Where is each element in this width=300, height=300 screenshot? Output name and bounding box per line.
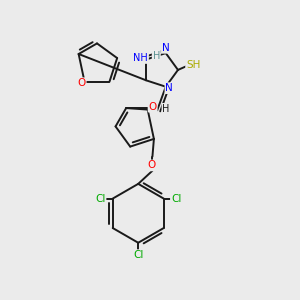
Text: O: O (77, 78, 86, 88)
Text: H: H (162, 104, 170, 114)
Text: Cl: Cl (95, 194, 106, 204)
Text: N: N (162, 43, 169, 53)
Text: O: O (148, 102, 157, 112)
Text: NH: NH (133, 53, 148, 63)
Text: Cl: Cl (171, 194, 181, 204)
Text: N: N (165, 83, 173, 93)
Text: O: O (148, 160, 156, 170)
Text: Cl: Cl (133, 250, 143, 260)
Text: H: H (153, 51, 160, 61)
Text: SH: SH (186, 61, 200, 70)
